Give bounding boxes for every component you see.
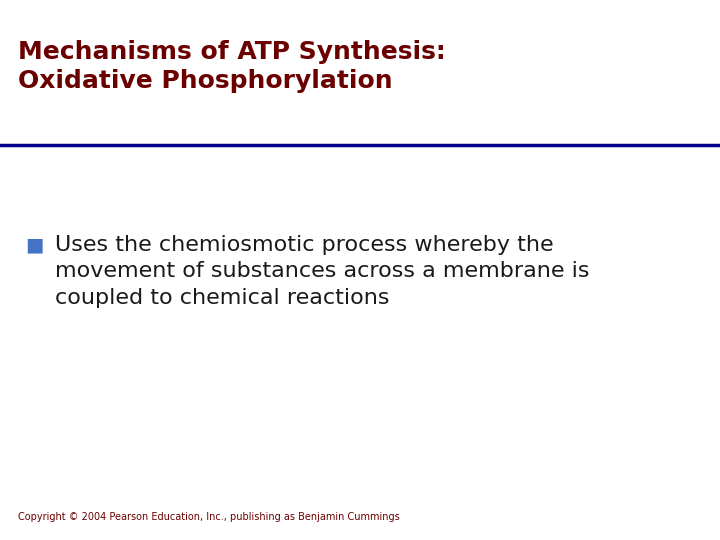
Text: Mechanisms of ATP Synthesis:
Oxidative Phosphorylation: Mechanisms of ATP Synthesis: Oxidative P… <box>18 40 446 93</box>
Text: Copyright © 2004 Pearson Education, Inc., publishing as Benjamin Cummings: Copyright © 2004 Pearson Education, Inc.… <box>18 512 400 522</box>
Text: Uses the chemiosmotic process whereby the
movement of substances across a membra: Uses the chemiosmotic process whereby th… <box>55 235 590 308</box>
Text: ■: ■ <box>25 235 43 254</box>
